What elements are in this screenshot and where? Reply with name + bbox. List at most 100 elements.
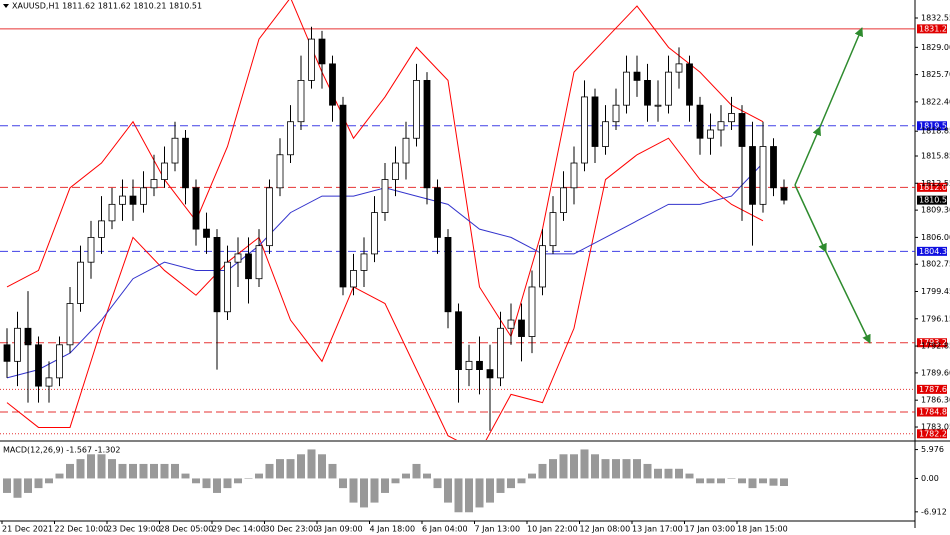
candle-body <box>108 203 116 222</box>
x-tick-label: 13 Jan 17:00 <box>632 525 683 534</box>
macd-bar <box>24 478 32 493</box>
candle-body <box>234 253 242 263</box>
candle-body <box>255 245 263 280</box>
macd-bar <box>748 478 757 489</box>
candle-body <box>749 146 756 205</box>
macd-bar <box>591 454 599 479</box>
macd-bar <box>297 454 305 479</box>
macd-bar <box>412 463 421 479</box>
macd-bar <box>738 478 746 484</box>
macd-bar <box>55 473 64 479</box>
y-tick-label: 1792.85 <box>921 342 950 351</box>
macd-bar <box>664 468 673 479</box>
macd-bar <box>391 478 400 484</box>
y-tick-label: 1789.60 <box>921 368 950 377</box>
candle-body <box>203 228 210 238</box>
macd-bar <box>717 478 725 484</box>
y-tick-label: 1806.00 <box>921 233 950 242</box>
macd-bar <box>150 463 158 479</box>
macd-bar <box>633 459 641 479</box>
candle-body <box>486 369 494 379</box>
candle-body <box>87 236 95 263</box>
level-tag-label: 1787.61 <box>919 385 950 394</box>
candle-body <box>497 327 504 379</box>
candle-body <box>14 327 21 362</box>
candle-body <box>665 71 672 106</box>
y-tick-label: 0.00 <box>921 474 939 483</box>
menu-icon[interactable] <box>3 4 9 8</box>
x-tick-label: 30 Dec 23:00 <box>265 525 319 534</box>
macd-bar <box>402 473 410 479</box>
candle-body <box>360 253 368 271</box>
candle-body <box>602 121 609 147</box>
x-tick-label: 28 Dec 05:00 <box>160 525 214 534</box>
x-tick-label: 6 Jan 04:00 <box>422 525 468 534</box>
y-tick-label: 1802.75 <box>921 260 950 269</box>
macd-bar <box>654 468 662 479</box>
macd-bar <box>34 478 43 489</box>
forecast-arrow <box>819 27 863 128</box>
level-tag <box>917 195 947 205</box>
overlay-line <box>6 137 764 440</box>
macd-bar <box>349 478 358 503</box>
macd-bar <box>496 478 505 493</box>
candle-body <box>623 71 630 106</box>
macd-bar <box>370 478 379 503</box>
candle-body <box>675 63 683 73</box>
level-tag-label: 1793.25 <box>919 338 950 347</box>
candle-body <box>287 121 294 156</box>
candle-body <box>644 79 651 106</box>
candle-body <box>518 319 525 337</box>
macd-bar <box>171 463 179 479</box>
macd-bar <box>570 454 578 479</box>
candle-body <box>371 212 378 255</box>
macd-bar <box>192 478 200 484</box>
level-tag <box>917 384 947 394</box>
candle-body <box>402 137 410 164</box>
level-tag-label: 1819.51 <box>919 121 950 130</box>
overlay-line <box>6 0 764 338</box>
x-tick-label: 18 Jan 15:00 <box>737 525 788 534</box>
candle-body <box>591 96 599 147</box>
macd-bar <box>528 473 536 479</box>
macd-bar <box>643 463 652 479</box>
y-tick-label: 1815.85 <box>921 152 950 161</box>
candle-body <box>56 344 63 379</box>
plot-background <box>0 0 915 528</box>
macd-bar <box>213 478 221 493</box>
macd-bar <box>360 478 368 508</box>
level-tag-label: 1782.23 <box>919 429 950 438</box>
macd-bar <box>780 478 788 487</box>
candle-body <box>318 38 326 65</box>
candle-body <box>570 162 578 189</box>
level-tag-label: 1812.06 <box>919 183 950 192</box>
candle-body <box>612 104 620 123</box>
y-tick-label: 1825.70 <box>921 70 950 79</box>
macd-bar <box>234 478 242 484</box>
macd-bar <box>612 459 620 479</box>
y-tick-label: 1783.05 <box>921 423 950 432</box>
macd-bar <box>454 478 463 513</box>
indicator-title: MACD(12,26,9) -1.567 -1.302 <box>3 446 120 455</box>
candle-body <box>161 162 168 180</box>
macd-bar <box>255 473 263 479</box>
candle-body <box>696 104 704 139</box>
y-tick-label: 1786.30 <box>921 396 950 405</box>
macd-bar <box>328 463 337 479</box>
candle-body <box>465 360 473 371</box>
level-tag <box>917 246 947 256</box>
macd-bar <box>139 463 148 479</box>
candle-body <box>192 187 200 230</box>
macd-bar <box>601 459 610 479</box>
level-tag-label: 1804.31 <box>919 247 950 256</box>
candle-body <box>339 104 347 288</box>
macd-bar <box>129 463 137 479</box>
candle-body <box>266 187 273 247</box>
candle-body <box>329 63 336 106</box>
candle-body <box>182 137 189 189</box>
macd-bar <box>160 463 169 479</box>
macd-bar <box>727 478 736 479</box>
candle-body <box>35 344 42 387</box>
candle-body <box>119 195 126 205</box>
macd-bar <box>580 449 589 479</box>
